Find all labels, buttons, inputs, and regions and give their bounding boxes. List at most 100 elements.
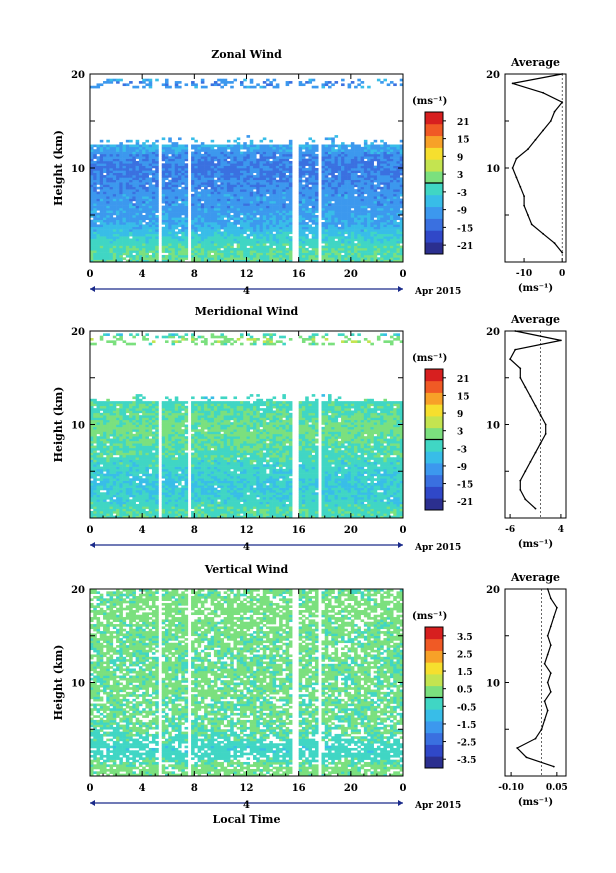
heatmap-cell <box>344 212 348 216</box>
heatmap-cell <box>272 210 277 213</box>
heatmap-cell <box>220 156 224 159</box>
heatmap-cell <box>230 226 234 230</box>
heatmap-cell <box>363 224 368 228</box>
heatmap-cell <box>164 146 169 150</box>
heatmap-cell <box>399 186 404 190</box>
heatmap-cells <box>90 333 404 519</box>
heatmap-cell <box>217 177 221 181</box>
colorbar-tick-label: 3 <box>457 171 463 181</box>
heatmap-cell <box>285 247 290 251</box>
heatmap-cell <box>99 473 104 477</box>
heatmap-cell <box>347 250 352 253</box>
heatmap-cell <box>279 189 283 192</box>
heatmap-cell <box>220 170 224 173</box>
heatmap-cell <box>262 212 267 216</box>
heatmap-cell <box>367 193 371 197</box>
heatmap-cell <box>399 247 404 251</box>
heatmap-cell <box>239 165 244 169</box>
heatmap-cell <box>266 245 270 249</box>
heatmap-cell <box>220 231 224 235</box>
heatmap-cell <box>138 165 143 169</box>
heatmap-cell <box>285 219 290 223</box>
colorbar-segment <box>425 206 443 219</box>
heatmap-cell <box>256 83 260 87</box>
heatmap-cell <box>191 144 195 148</box>
colorbar-tick-label: -21 <box>457 242 473 252</box>
heatmap-cell <box>233 236 238 239</box>
heatmap-cell <box>367 210 371 213</box>
heatmap-cell <box>308 81 313 84</box>
heatmap-cell <box>321 191 326 195</box>
heatmap-cell <box>90 247 94 251</box>
heatmap-cell <box>96 198 101 202</box>
heatmap-cell <box>266 240 270 244</box>
heatmap-cell <box>396 189 401 192</box>
heatmap-cell <box>360 184 365 188</box>
heatmap-cell <box>96 238 101 242</box>
heatmap-cell <box>129 226 133 230</box>
heatmap-cell <box>373 149 378 152</box>
heatmap-cell <box>223 189 228 192</box>
heatmap-cell <box>109 212 114 216</box>
heatmap-cell <box>308 165 313 169</box>
heatmap-cell <box>197 259 202 263</box>
heatmap-cell <box>239 207 244 211</box>
heatmap-cell <box>213 231 218 235</box>
heatmap-cell <box>138 254 143 258</box>
heatmap-cell <box>321 217 326 220</box>
heatmap-cell <box>383 217 387 220</box>
heatmap-cell <box>191 243 195 246</box>
heatmap-cell <box>279 203 283 206</box>
heatmap-cell <box>96 464 101 467</box>
heatmap-cell <box>99 408 104 411</box>
heatmap-cell <box>125 224 130 228</box>
heatmap-cell <box>383 144 387 148</box>
heatmap-cell <box>347 184 352 188</box>
heatmap-cell <box>184 191 189 195</box>
heatmap-cell <box>262 247 267 251</box>
heatmap-cell <box>155 200 159 204</box>
heatmap-cell <box>386 168 391 171</box>
heatmap-cell <box>253 163 257 166</box>
heatmap-cell <box>350 163 355 166</box>
heatmap-cell <box>249 252 254 256</box>
heatmap-cell <box>96 193 101 197</box>
heatmap-cell <box>298 196 303 199</box>
heatmap-cell <box>191 83 195 87</box>
heatmap-cell <box>246 217 251 220</box>
heatmap-cell <box>331 163 335 166</box>
heatmap-cell <box>99 494 104 498</box>
heatmap-cell <box>380 144 384 148</box>
heatmap-cell <box>380 229 384 232</box>
heatmap-cell <box>331 240 335 244</box>
heatmap-cell <box>314 229 319 232</box>
heatmap-cell <box>266 226 270 230</box>
heatmap-cell <box>308 78 313 82</box>
heatmap-cell <box>109 233 114 237</box>
heatmap-cell <box>275 245 280 249</box>
heatmap-cell <box>262 184 267 188</box>
heatmap-cell <box>288 236 293 239</box>
heatmap-cell <box>389 233 394 237</box>
heatmap-cell <box>259 243 264 246</box>
heatmap-cell <box>262 224 267 228</box>
heatmap-cell <box>269 193 273 197</box>
heatmap-cell <box>138 203 143 206</box>
heatmap-cell <box>350 182 355 185</box>
heatmap-cell <box>103 189 107 192</box>
heatmap-cell <box>197 203 202 206</box>
heatmap-cell <box>285 156 290 159</box>
heatmap-cell <box>96 459 101 463</box>
heatmap-cell <box>370 252 374 256</box>
heatmap-cell <box>220 158 224 162</box>
heatmap-cell <box>243 151 247 155</box>
heatmap-cell <box>357 231 361 235</box>
heatmap-cell <box>109 175 114 178</box>
heatmap-cell <box>246 182 251 185</box>
heatmap-cell <box>279 146 283 150</box>
heatmap-cell <box>109 203 114 206</box>
heatmap-cell <box>106 501 110 505</box>
heatmap-cell <box>363 222 368 225</box>
heatmap-cell <box>285 191 290 195</box>
heatmap-cell <box>298 257 303 260</box>
